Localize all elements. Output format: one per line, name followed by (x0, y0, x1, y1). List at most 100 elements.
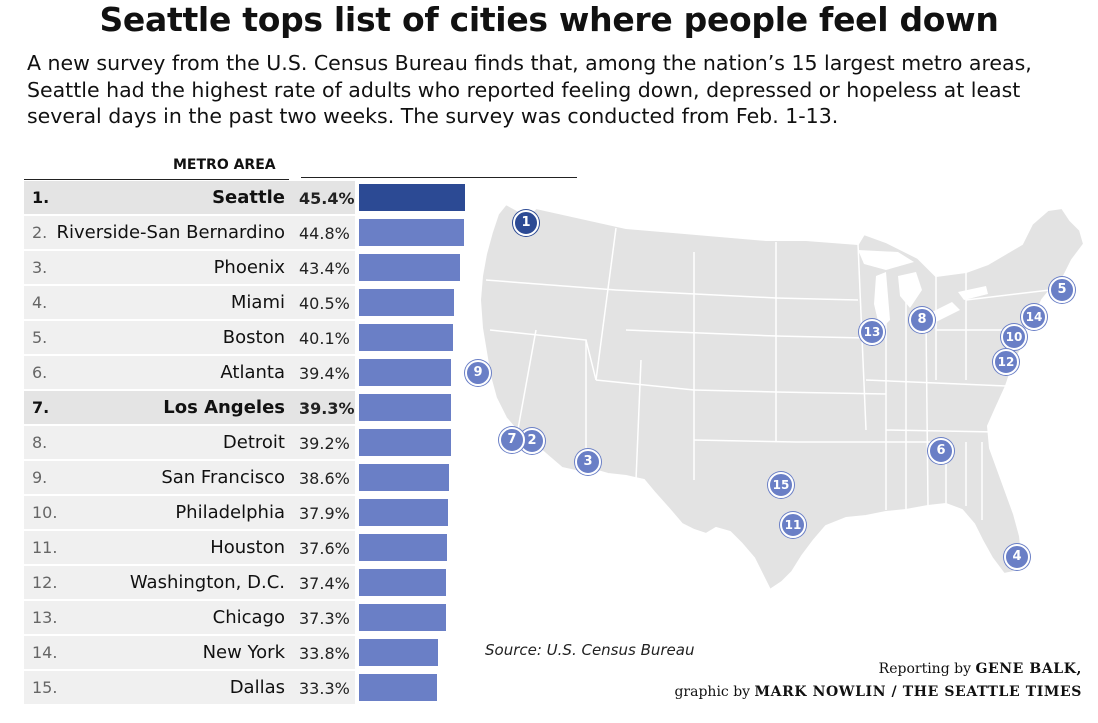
table-row: 6. Atlanta 39.4% (24, 356, 474, 389)
table-row: 11. Houston 37.6% (24, 531, 474, 564)
chart-title: Seattle tops list of cities where people… (99, 0, 999, 39)
ranking-table: 1. Seattle 45.4% 2. Riverside-San Bernardino… (24, 181, 474, 706)
rank-label: 15. (32, 678, 58, 697)
rank-label: 11. (32, 538, 58, 557)
value-label: 33.3% (299, 679, 350, 698)
rank-label: 9. (32, 468, 48, 487)
row-band (24, 531, 355, 564)
value-label: 39.3% (299, 399, 355, 418)
map-marker-4: 4 (1004, 544, 1030, 570)
table-row: 8. Detroit 39.2% (24, 426, 474, 459)
map-marker-5: 5 (1049, 277, 1075, 303)
rank-label: 12. (32, 573, 58, 592)
metro-area-label: Philadelphia (175, 502, 285, 523)
table-row: 3. Phoenix 43.4% (24, 251, 474, 284)
metro-area-label: Miami (230, 292, 285, 313)
table-row: 9. San Francisco 38.6% (24, 461, 474, 494)
rank-label: 14. (32, 643, 58, 662)
rank-label: 10. (32, 503, 58, 522)
value-label: 45.4% (299, 189, 355, 208)
value-label: 37.9% (299, 504, 350, 523)
value-label: 43.4% (299, 259, 350, 278)
rank-label: 4. (32, 293, 48, 312)
rank-label: 6. (32, 363, 48, 382)
credit-reporting: Reporting by GENE BALK, (879, 661, 1082, 677)
rank-label: 8. (32, 433, 48, 452)
row-band (24, 496, 355, 529)
map-marker-14: 14 (1021, 304, 1047, 330)
value-label: 44.8% (299, 224, 350, 243)
table-row: 12. Washington, D.C. 37.4% (24, 566, 474, 599)
rank-label: 2. (32, 223, 48, 242)
row-band (24, 286, 355, 319)
value-label: 37.3% (299, 609, 350, 628)
credit-graphic-name: MARK NOWLIN / THE SEATTLE TIMES (754, 684, 1082, 700)
map-marker-3: 3 (575, 449, 601, 475)
rank-label: 5. (32, 328, 48, 347)
map-marker-6: 6 (928, 438, 954, 464)
credit-reporting-name: GENE BALK, (975, 661, 1082, 677)
us-outline (479, 203, 1085, 591)
column-header-metro-area: METRO AREA (173, 157, 276, 173)
bar-3 (359, 254, 461, 281)
header-rule (301, 177, 577, 178)
row-band (24, 461, 355, 494)
table-row: 7. Los Angeles 39.3% (24, 391, 474, 424)
metro-area-label: Detroit (222, 432, 285, 453)
metro-area-label: Seattle (212, 187, 285, 208)
bar-4 (359, 289, 454, 316)
metro-area-label: Houston (210, 537, 285, 558)
map-marker-9: 9 (465, 360, 491, 386)
metro-area-label: Riverside-San Bernardino (56, 222, 285, 243)
row-band (24, 321, 355, 354)
row-band (24, 251, 355, 284)
row-band (24, 181, 355, 214)
bar-7 (359, 394, 451, 421)
table-row: 2. Riverside-San Bernardino 44.8% (24, 216, 474, 249)
row-band (24, 356, 355, 389)
table-row: 15. Dallas 33.3% (24, 671, 474, 704)
bar-11 (359, 534, 447, 561)
rank-label: 7. (32, 398, 50, 417)
row-band (24, 391, 355, 424)
map-marker-12: 12 (993, 349, 1019, 375)
bar-12 (359, 569, 447, 596)
table-row: 14. New York 33.8% (24, 636, 474, 669)
rank-label: 1. (32, 188, 50, 207)
metro-area-label: Dallas (229, 677, 285, 698)
value-label: 40.1% (299, 329, 350, 348)
credit-graphic: graphic by MARK NOWLIN / THE SEATTLE TIM… (674, 684, 1082, 700)
metro-area-label: Los Angeles (163, 397, 285, 418)
map-marker-8: 8 (909, 307, 935, 333)
metro-area-label: San Francisco (161, 467, 285, 488)
value-label: 39.2% (299, 434, 350, 453)
metro-area-label: Washington, D.C. (129, 572, 285, 593)
metro-area-label: Boston (222, 327, 285, 348)
bar-6 (359, 359, 451, 386)
bar-5 (359, 324, 453, 351)
bar-8 (359, 429, 451, 456)
table-row: 5. Boston 40.1% (24, 321, 474, 354)
bar-2 (359, 219, 464, 246)
metro-area-label: Phoenix (213, 257, 285, 278)
row-band (24, 566, 355, 599)
value-label: 37.6% (299, 539, 350, 558)
rank-label: 3. (32, 258, 48, 277)
bar-1 (359, 184, 465, 211)
value-label: 33.8% (299, 644, 350, 663)
bar-9 (359, 464, 450, 491)
bar-13 (359, 604, 447, 631)
value-label: 37.4% (299, 574, 350, 593)
value-label: 38.6% (299, 469, 350, 488)
row-band (24, 426, 355, 459)
map-marker-1: 1 (513, 210, 539, 236)
table-row: 13. Chicago 37.3% (24, 601, 474, 634)
row-band (24, 671, 355, 704)
value-label: 39.4% (299, 364, 350, 383)
table-row: 10. Philadelphia 37.9% (24, 496, 474, 529)
source-note: Source: U.S. Census Bureau (485, 641, 695, 659)
map-marker-7: 7 (499, 427, 525, 453)
credit-graphic-prefix: graphic by (674, 684, 751, 700)
credit-reporting-prefix: Reporting by (878, 661, 971, 677)
map-marker-10: 10 (1001, 324, 1027, 350)
